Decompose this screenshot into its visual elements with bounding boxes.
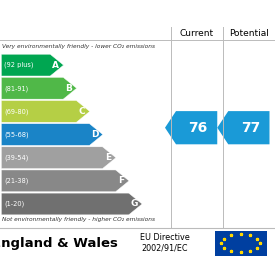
Text: F: F — [118, 176, 124, 185]
Polygon shape — [1, 54, 64, 76]
Text: (92 plus): (92 plus) — [4, 62, 34, 68]
Text: Potential: Potential — [229, 29, 269, 38]
FancyBboxPatch shape — [214, 231, 267, 256]
Text: (55-68): (55-68) — [4, 131, 29, 138]
Polygon shape — [1, 170, 129, 192]
Text: (69-80): (69-80) — [4, 108, 29, 115]
Text: 76: 76 — [188, 121, 208, 135]
Polygon shape — [1, 193, 142, 215]
Text: (1-20): (1-20) — [4, 201, 24, 207]
Polygon shape — [165, 111, 217, 144]
Text: (21-38): (21-38) — [4, 178, 29, 184]
Text: E: E — [105, 153, 111, 162]
Text: Environmental Impact (CO₂) Rating: Environmental Impact (CO₂) Rating — [15, 7, 260, 20]
Text: (81-91): (81-91) — [4, 85, 28, 92]
Text: A: A — [52, 61, 59, 70]
Polygon shape — [1, 147, 116, 168]
Text: C: C — [78, 107, 85, 116]
Text: G: G — [130, 199, 138, 208]
Text: England & Wales: England & Wales — [0, 237, 118, 250]
Text: Not environmentally friendly - higher CO₂ emissions: Not environmentally friendly - higher CO… — [2, 217, 155, 222]
Polygon shape — [1, 77, 77, 99]
Text: Current: Current — [180, 29, 214, 38]
Text: EU Directive
2002/91/EC: EU Directive 2002/91/EC — [140, 233, 190, 253]
Text: (39-54): (39-54) — [4, 155, 29, 161]
Polygon shape — [217, 111, 270, 144]
Polygon shape — [1, 124, 103, 146]
Polygon shape — [1, 101, 90, 122]
Text: B: B — [65, 84, 72, 93]
Text: D: D — [91, 130, 98, 139]
Text: 77: 77 — [241, 121, 260, 135]
Text: Very environmentally friendly - lower CO₂ emissions: Very environmentally friendly - lower CO… — [2, 44, 155, 49]
